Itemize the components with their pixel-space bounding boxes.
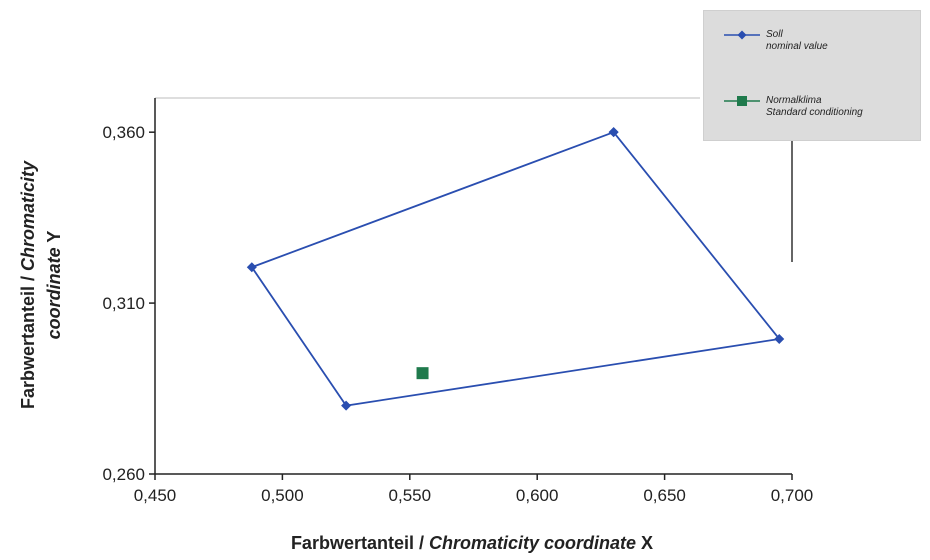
- legend-label-normalklima: Normalklima Standard conditioning: [766, 95, 863, 118]
- y-axis: 0,260 0,310 0,360: [102, 98, 156, 484]
- series-0-point-4: [608, 127, 619, 138]
- y-tick-label: 0,360: [102, 123, 145, 142]
- x-axis: 0,450 0,500 0,550 0,600 0,650 0,700: [134, 473, 814, 505]
- x-tick-label: 0,550: [389, 486, 432, 505]
- y-tick-label: 0,260: [102, 465, 145, 484]
- x-tick-label: 0,450: [134, 486, 177, 505]
- x-tick-label: 0,650: [643, 486, 686, 505]
- svg-text:Farbwertanteil / Chromaticity: Farbwertanteil / Chromaticity: [18, 160, 38, 409]
- series-0-point-2: [341, 400, 352, 411]
- series-layer: [246, 127, 785, 411]
- x-tick-label: 0,500: [261, 486, 304, 505]
- y-tick-label: 0,310: [102, 294, 145, 313]
- legend: Soll nominal value Normalklima Standard …: [703, 10, 921, 141]
- x-tick-label: 0,600: [516, 486, 559, 505]
- svg-text:coordinate Y: coordinate Y: [44, 231, 64, 340]
- series-0-point-1: [774, 333, 785, 344]
- legend-square-line-icon: [724, 96, 760, 106]
- series-1-point-0: [416, 367, 429, 380]
- legend-label-soll: Soll nominal value: [766, 29, 828, 52]
- x-axis-label: Farbwertanteil / Chromaticity coordinate…: [291, 533, 653, 553]
- series-0-line: [250, 131, 781, 407]
- x-tick-label: 0,700: [771, 486, 814, 505]
- plot-frame: [155, 97, 793, 262]
- series-0-point-3: [246, 262, 257, 273]
- y-axis-label: Farbwertanteil / Chromaticity coordinate…: [18, 160, 64, 409]
- legend-diamond-line-icon: [724, 30, 760, 40]
